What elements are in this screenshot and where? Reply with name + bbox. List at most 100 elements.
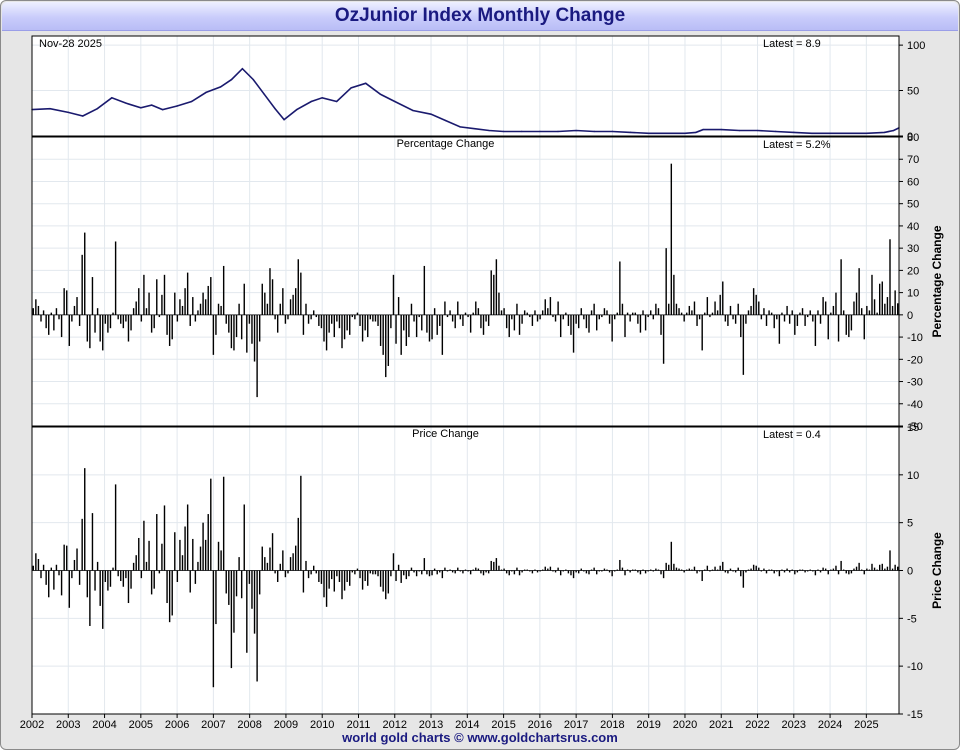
bar bbox=[598, 314, 600, 320]
bar bbox=[122, 570, 125, 587]
bar bbox=[778, 314, 781, 344]
bar bbox=[410, 567, 413, 571]
y-tick-label: -50 bbox=[907, 421, 923, 433]
bar bbox=[876, 569, 878, 571]
bar bbox=[367, 570, 369, 586]
bar bbox=[804, 314, 806, 326]
bar bbox=[292, 294, 294, 315]
bar bbox=[192, 297, 194, 315]
bar bbox=[220, 550, 222, 571]
bar bbox=[400, 570, 402, 583]
bar bbox=[336, 570, 338, 577]
bar bbox=[292, 553, 294, 571]
bar bbox=[222, 476, 225, 571]
bar bbox=[675, 567, 678, 571]
line-point bbox=[252, 78, 254, 81]
bar bbox=[477, 308, 480, 315]
y-tick-label: 30 bbox=[907, 243, 919, 255]
bar bbox=[194, 314, 197, 322]
y-tick-label: 0 bbox=[907, 310, 913, 322]
bar bbox=[449, 569, 451, 571]
bar bbox=[830, 569, 832, 571]
bar bbox=[500, 569, 503, 571]
bar bbox=[547, 308, 549, 315]
bar bbox=[457, 301, 459, 315]
bar bbox=[871, 563, 873, 571]
bar bbox=[724, 314, 727, 322]
line-point bbox=[629, 131, 632, 134]
bar bbox=[531, 314, 534, 326]
bar bbox=[668, 564, 670, 571]
bar bbox=[145, 308, 148, 315]
bar bbox=[593, 567, 595, 571]
bar bbox=[271, 533, 274, 571]
line-point bbox=[263, 93, 265, 95]
bar bbox=[806, 314, 809, 318]
bar bbox=[66, 545, 68, 571]
bar bbox=[284, 314, 287, 324]
bar bbox=[84, 232, 86, 315]
bar bbox=[539, 570, 541, 572]
bar bbox=[240, 570, 243, 599]
bar bbox=[490, 560, 492, 571]
bar bbox=[897, 303, 899, 315]
bar bbox=[487, 570, 490, 574]
bar bbox=[547, 568, 549, 571]
bar bbox=[544, 299, 546, 315]
bar bbox=[477, 568, 480, 571]
bar bbox=[647, 570, 649, 572]
footer-credit[interactable]: world gold charts © www.goldchartsrus.co… bbox=[342, 730, 618, 745]
bar bbox=[876, 312, 878, 315]
bar bbox=[863, 314, 865, 340]
line-point bbox=[473, 128, 476, 130]
bar bbox=[264, 292, 266, 315]
bar bbox=[166, 314, 168, 335]
line-point bbox=[488, 129, 490, 132]
bar bbox=[210, 478, 212, 571]
bar bbox=[801, 308, 804, 315]
bar bbox=[660, 314, 662, 335]
bar bbox=[217, 303, 220, 315]
bar bbox=[850, 570, 853, 574]
bar bbox=[619, 559, 621, 571]
bar bbox=[266, 303, 269, 315]
bar bbox=[91, 513, 94, 571]
bar bbox=[629, 314, 631, 322]
bar bbox=[770, 569, 773, 571]
bar bbox=[758, 567, 760, 571]
x-tick-label: 2012 bbox=[383, 719, 407, 731]
bar bbox=[657, 569, 660, 571]
bar bbox=[320, 570, 323, 584]
bar bbox=[418, 314, 420, 318]
line-point bbox=[283, 118, 285, 121]
line-point bbox=[151, 104, 153, 106]
bar bbox=[768, 569, 770, 571]
bar bbox=[426, 314, 428, 333]
bar bbox=[235, 570, 238, 597]
bar bbox=[750, 568, 752, 571]
bar bbox=[832, 305, 835, 315]
bar bbox=[310, 570, 312, 575]
bar bbox=[608, 570, 611, 573]
bar bbox=[457, 567, 459, 571]
bar bbox=[467, 314, 469, 318]
bar bbox=[575, 314, 577, 324]
bar bbox=[511, 570, 513, 572]
bar bbox=[657, 308, 660, 315]
x-tick-label: 2009 bbox=[274, 719, 298, 731]
bar bbox=[207, 514, 209, 571]
line-point bbox=[521, 130, 523, 133]
line-point bbox=[720, 128, 722, 131]
bar bbox=[830, 312, 832, 315]
bar bbox=[361, 570, 364, 590]
bar bbox=[441, 314, 444, 355]
bar bbox=[683, 570, 685, 573]
line-point bbox=[241, 68, 244, 70]
bar bbox=[621, 303, 624, 315]
panel-background bbox=[32, 137, 899, 426]
bar bbox=[163, 274, 166, 315]
bar bbox=[693, 566, 696, 571]
bar bbox=[590, 310, 593, 315]
bar bbox=[485, 570, 487, 573]
bar bbox=[758, 301, 760, 315]
